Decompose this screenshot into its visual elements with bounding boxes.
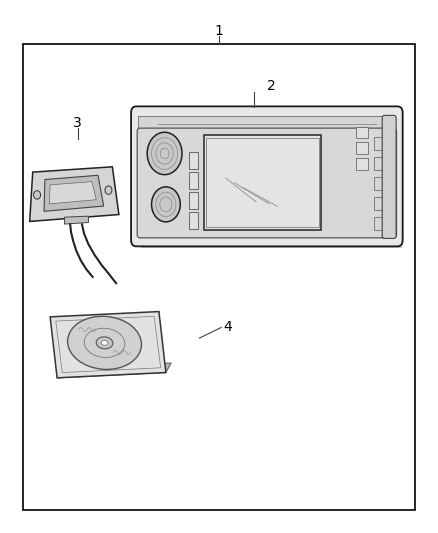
Circle shape	[147, 132, 182, 175]
Bar	[188, 172, 198, 189]
Polygon shape	[50, 312, 166, 378]
Circle shape	[34, 191, 41, 199]
Polygon shape	[57, 363, 171, 378]
Polygon shape	[64, 216, 88, 224]
FancyBboxPatch shape	[131, 107, 403, 246]
Bar	[374, 197, 386, 211]
Ellipse shape	[96, 337, 113, 349]
Bar	[204, 135, 321, 230]
Bar	[374, 217, 386, 230]
Circle shape	[152, 187, 180, 222]
Polygon shape	[44, 175, 104, 212]
Text: 3: 3	[73, 116, 82, 131]
Bar	[188, 152, 198, 169]
Bar	[356, 142, 368, 154]
Polygon shape	[49, 182, 96, 204]
Bar	[188, 213, 198, 229]
Text: 1: 1	[215, 23, 223, 37]
Bar	[206, 138, 319, 227]
Text: 4: 4	[223, 320, 232, 335]
Polygon shape	[30, 167, 119, 221]
Ellipse shape	[101, 341, 108, 345]
FancyBboxPatch shape	[382, 115, 396, 238]
Ellipse shape	[67, 316, 141, 369]
Text: 2: 2	[267, 79, 276, 93]
Bar	[23, 44, 415, 511]
Bar	[188, 192, 198, 209]
Polygon shape	[136, 240, 403, 248]
Bar	[356, 126, 368, 138]
Bar	[356, 158, 368, 170]
Bar	[374, 136, 386, 150]
Bar	[374, 157, 386, 170]
Bar	[374, 177, 386, 190]
Circle shape	[105, 186, 112, 195]
FancyBboxPatch shape	[138, 116, 395, 130]
FancyBboxPatch shape	[137, 128, 396, 238]
